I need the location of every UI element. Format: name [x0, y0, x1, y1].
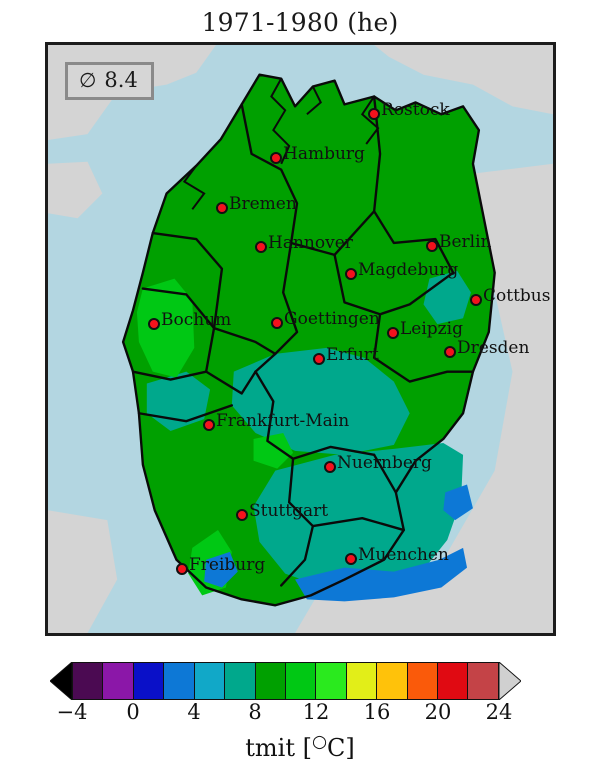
- city-label: Nuernberg: [337, 453, 432, 473]
- city-dot: [313, 353, 325, 365]
- colorbar-over-arrow: [499, 662, 521, 700]
- colorbar-segment-2: [133, 663, 165, 699]
- colorbar-segment-1: [103, 663, 134, 699]
- band-4-6: [204, 484, 473, 602]
- colorbar-segment-12: [438, 663, 469, 699]
- colorbar-segment-6: [255, 663, 286, 699]
- city-label: Erfurt: [326, 345, 379, 365]
- colorbar-tick-8: 8: [248, 700, 262, 724]
- colorbar-panel: −4 0 4 8 12 16 20 24 tmit [○C]: [0, 652, 600, 780]
- city-dot: [345, 268, 357, 280]
- average-symbol: ∅: [79, 68, 97, 92]
- city-label: Rostock: [381, 100, 450, 120]
- city-label: Freiburg: [189, 555, 266, 575]
- city-label: Cottbus: [483, 286, 551, 306]
- city-label: Muenchen: [358, 545, 449, 565]
- colorbar-tick-24: 24: [485, 700, 513, 724]
- city-label: Hannover: [268, 233, 353, 253]
- colorbar-axis-label: tmit [○C]: [245, 732, 355, 762]
- coast-detail: [182, 78, 380, 210]
- colorbar-ticks: −4 0 4 8 12 16 20 24: [0, 700, 600, 730]
- city-dot: [216, 202, 228, 214]
- colorbar-tick-4: 4: [187, 700, 201, 724]
- colorbar-segment-5: [225, 663, 256, 699]
- city-label: Bochum: [161, 310, 232, 330]
- city-dot: [345, 553, 357, 565]
- colorbar: [72, 662, 499, 700]
- city-label: Leipzig: [400, 319, 463, 339]
- city-dot: [176, 563, 188, 575]
- colorbar-under-arrow: [50, 662, 72, 700]
- city-dot: [203, 419, 215, 431]
- colorbar-segment-11: [407, 663, 439, 699]
- administrative-borders: [121, 73, 496, 607]
- colorbar-tick--4: −4: [56, 700, 88, 724]
- colorbar-segment-9: [346, 663, 378, 699]
- page-title: 1971-1980 (he): [201, 8, 399, 37]
- colorbar-tick-0: 0: [126, 700, 140, 724]
- city-dot: [387, 327, 399, 339]
- city-dot: [368, 108, 380, 120]
- degree-icon: ○: [311, 732, 328, 752]
- city-dot: [324, 461, 336, 473]
- average-badge: ∅ 8.4: [65, 62, 154, 100]
- colorbar-tick-16: 16: [363, 700, 391, 724]
- colorbar-segment-3: [164, 663, 195, 699]
- average-value: 8.4: [104, 68, 138, 92]
- city-dot: [255, 241, 267, 253]
- map-panel: ∅ 8.4 Rostock Hamburg Bremen Hannover Berlin M…: [45, 42, 556, 636]
- city-label: Bremen: [229, 194, 297, 214]
- city-dot: [148, 318, 160, 330]
- city-label: Stuttgart: [249, 501, 329, 521]
- city-label: Frankfurt-Main: [216, 411, 350, 431]
- city-dot: [236, 509, 248, 521]
- colorbar-segment-13: [468, 663, 498, 699]
- city-label: Dresden: [457, 338, 530, 358]
- colorbar-segment-8: [316, 663, 347, 699]
- colorbar-tick-12: 12: [302, 700, 330, 724]
- city-dot: [271, 317, 283, 329]
- city-label: Magdeburg: [358, 260, 459, 280]
- city-dot: [426, 240, 438, 252]
- colorbar-segment-10: [377, 663, 408, 699]
- city-label: Goettingen: [284, 309, 380, 329]
- colorbar-segment-7: [285, 663, 317, 699]
- colorbar-segment-4: [194, 663, 226, 699]
- city-dot: [270, 152, 282, 164]
- city-label: Berlin: [439, 232, 492, 252]
- city-dot: [444, 346, 456, 358]
- temperature-map: [48, 45, 553, 633]
- colorbar-segment-0: [73, 663, 104, 699]
- city-label: Hamburg: [283, 144, 365, 164]
- city-dot: [470, 294, 482, 306]
- colorbar-tick-20: 20: [424, 700, 452, 724]
